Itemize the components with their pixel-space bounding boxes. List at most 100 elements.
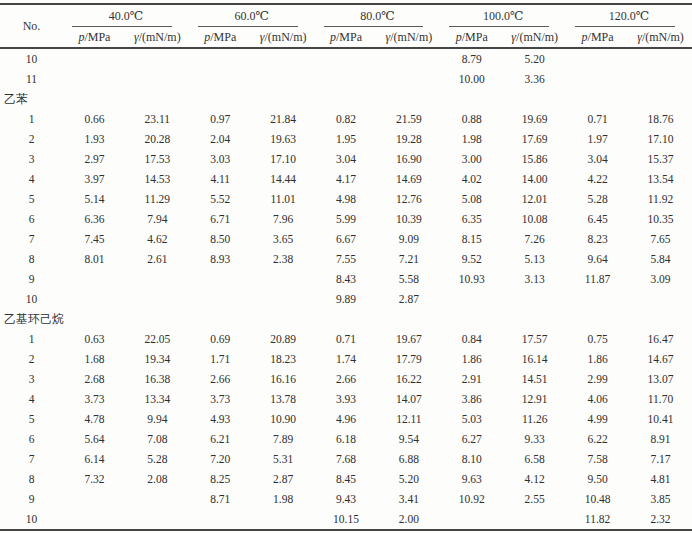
row-number-cell: 2: [0, 129, 63, 149]
value-cell: 2.66: [189, 369, 252, 389]
value-cell: 8.10: [440, 449, 503, 469]
table-row: 55.1411.295.5211.014.9812.765.0812.015.2…: [0, 189, 692, 209]
value-cell: 9.09: [377, 229, 440, 249]
value-cell: 4.22: [566, 169, 629, 189]
no-column-header: No.: [0, 5, 63, 48]
value-cell: 10.35: [629, 209, 692, 229]
value-cell: 3.41: [377, 489, 440, 509]
value-cell: 6.22: [566, 429, 629, 449]
tension-subheader-unit: /(mN/m): [516, 30, 558, 44]
value-cell: 16.14: [503, 349, 566, 369]
value-cell: [503, 509, 566, 529]
value-cell: 4.06: [566, 389, 629, 409]
value-cell: [377, 48, 440, 69]
row-number-cell: 10: [0, 289, 63, 309]
value-cell: 2.04: [189, 129, 252, 149]
value-cell: 15.86: [503, 149, 566, 169]
value-cell: [252, 269, 315, 289]
value-cell: 2.68: [63, 369, 126, 389]
value-cell: 3.09: [629, 269, 692, 289]
value-cell: 8.50: [189, 229, 252, 249]
value-cell: 0.71: [315, 329, 378, 349]
value-cell: 7.26: [503, 229, 566, 249]
value-cell: 8.79: [440, 48, 503, 69]
table-row: 10.6322.050.6920.890.7119.670.8417.570.7…: [0, 329, 692, 349]
pressure-subheader: p/MPa: [440, 27, 503, 48]
value-cell: 2.38: [252, 249, 315, 269]
value-cell: 4.81: [629, 469, 692, 489]
value-cell: 19.34: [126, 349, 189, 369]
row-number-cell: 3: [0, 369, 63, 389]
value-cell: [189, 269, 252, 289]
value-cell: 1.86: [566, 349, 629, 369]
value-cell: 3.00: [440, 149, 503, 169]
table-header: No.40.0℃60.0℃80.0℃100.0℃120.0℃p/MPaγ/(mN…: [0, 5, 692, 48]
tension-subheader-unit: /(mN/m): [264, 30, 306, 44]
value-cell: 6.45: [566, 209, 629, 229]
row-number-cell: 6: [0, 209, 63, 229]
tension-subheader: γ/(mN/m): [629, 27, 692, 48]
value-cell: 11.70: [629, 389, 692, 409]
value-cell: 7.55: [315, 249, 378, 269]
pressure-subheader: p/MPa: [315, 27, 378, 48]
value-cell: 16.90: [377, 149, 440, 169]
value-cell: 16.22: [377, 369, 440, 389]
value-cell: [440, 289, 503, 309]
table-row: 1110.003.36: [0, 69, 692, 89]
value-cell: 2.87: [377, 289, 440, 309]
value-cell: [63, 289, 126, 309]
value-cell: 2.99: [566, 369, 629, 389]
row-number-cell: 1: [0, 329, 63, 349]
value-cell: 8.01: [63, 249, 126, 269]
value-cell: 2.00: [377, 509, 440, 529]
pressure-subheader-unit: /MPa: [336, 30, 362, 44]
pressure-subheader: p/MPa: [63, 27, 126, 48]
table-row: 76.145.287.205.317.686.888.106.587.587.1…: [0, 449, 692, 469]
value-cell: 16.47: [629, 329, 692, 349]
value-cell: 0.66: [63, 109, 126, 129]
value-cell: 14.53: [126, 169, 189, 189]
row-number-cell: 1: [0, 109, 63, 129]
section-label: 乙基环己烷: [0, 309, 692, 329]
value-cell: [63, 69, 126, 89]
value-cell: 8.91: [629, 429, 692, 449]
row-number-cell: 5: [0, 409, 63, 429]
value-cell: [377, 69, 440, 89]
table-row: 43.7313.343.7313.783.9314.073.8612.914.0…: [0, 389, 692, 409]
value-cell: 7.32: [63, 469, 126, 489]
pressure-subheader-unit: /MPa: [462, 30, 488, 44]
tension-subheader-unit: /(mN/m): [139, 30, 181, 44]
value-cell: 4.17: [315, 169, 378, 189]
section-row: 乙苯: [0, 89, 692, 109]
value-cell: 17.79: [377, 349, 440, 369]
value-cell: 0.82: [315, 109, 378, 129]
value-cell: 11.92: [629, 189, 692, 209]
value-cell: 20.28: [126, 129, 189, 149]
value-cell: 3.73: [63, 389, 126, 409]
tension-subheader: γ/(mN/m): [126, 27, 189, 48]
value-cell: 2.08: [126, 469, 189, 489]
row-number-cell: 2: [0, 349, 63, 369]
value-cell: 5.64: [63, 429, 126, 449]
value-cell: 1.98: [440, 129, 503, 149]
value-cell: 14.44: [252, 169, 315, 189]
value-cell: 2.61: [126, 249, 189, 269]
tension-subheader: γ/(mN/m): [252, 27, 315, 48]
value-cell: 9.43: [315, 489, 378, 509]
value-cell: [566, 69, 629, 89]
value-cell: 1.86: [440, 349, 503, 369]
value-cell: [629, 69, 692, 89]
row-number-cell: 7: [0, 449, 63, 469]
value-cell: 8.15: [440, 229, 503, 249]
value-cell: 5.28: [126, 449, 189, 469]
value-cell: 10.41: [629, 409, 692, 429]
table-row: 21.9320.282.0419.631.9519.281.9817.691.9…: [0, 129, 692, 149]
value-cell: 2.97: [63, 149, 126, 169]
value-cell: 5.20: [503, 48, 566, 69]
value-cell: 2.91: [440, 369, 503, 389]
value-cell: [126, 489, 189, 509]
row-number-cell: 6: [0, 429, 63, 449]
value-cell: 9.64: [566, 249, 629, 269]
table-row: 21.6819.341.7118.231.7417.791.8616.141.8…: [0, 349, 692, 369]
value-cell: 2.87: [252, 469, 315, 489]
